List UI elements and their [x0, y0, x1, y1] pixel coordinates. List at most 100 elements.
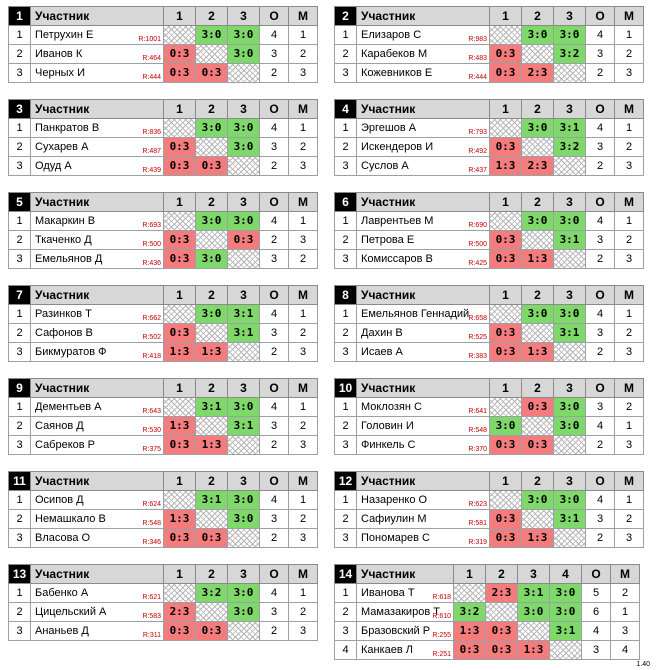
- self-cell: [195, 230, 228, 250]
- player-points: 2: [259, 156, 289, 176]
- player-name: Сафиулин М: [361, 513, 427, 525]
- match-score: 0:3: [163, 621, 196, 641]
- group-header-row: 14 Участник 1 2 3 4 О М: [334, 564, 640, 584]
- player-name: Бразовский Р: [361, 625, 431, 637]
- match-score: 3:0: [521, 118, 554, 138]
- player-rating: R:444: [468, 74, 487, 81]
- player-position: 3: [334, 342, 357, 362]
- player-place: 2: [614, 44, 644, 64]
- group-header-row: 11 Участник 1 2 3 О М: [8, 471, 318, 491]
- self-cell: [163, 490, 196, 510]
- player-name: Искендеров И: [361, 141, 434, 153]
- player-row: 2 Петрова Е R:500 0:3 3:1 3 2: [334, 230, 644, 250]
- player-points: 4: [259, 211, 289, 231]
- match-score: 3:0: [517, 602, 550, 622]
- player-place: 1: [614, 211, 644, 231]
- player-name: Бикмуратов Ф: [35, 346, 107, 358]
- player-place: 3: [610, 621, 640, 641]
- place-header: М: [288, 285, 318, 305]
- player-name-cell: Дахин В R:525: [356, 323, 490, 343]
- player-place: 2: [614, 323, 644, 343]
- player-points: 3: [259, 602, 289, 622]
- player-place: 2: [610, 583, 640, 603]
- player-position: 1: [8, 583, 31, 603]
- player-rating: R:500: [142, 241, 161, 248]
- player-name-cell: Черных И R:444: [30, 63, 164, 83]
- player-points: 4: [259, 490, 289, 510]
- player-position: 2: [334, 44, 357, 64]
- player-rating: R:641: [468, 408, 487, 415]
- player-name: Исаев А: [361, 346, 403, 358]
- player-points: 3: [585, 44, 615, 64]
- opponent-column-header: 2: [521, 192, 554, 212]
- opponent-column-header: 3: [553, 471, 586, 491]
- match-score: 3:1: [227, 323, 260, 343]
- match-score: 0:3: [489, 63, 522, 83]
- match-score: 0:3: [163, 528, 196, 548]
- player-position: 1: [8, 304, 31, 324]
- player-rating: R:548: [468, 427, 487, 434]
- player-points: 3: [259, 249, 289, 269]
- player-row: 3 Кожевников Е R:444 0:3 2:3 2 3: [334, 63, 644, 83]
- self-cell: [227, 156, 260, 176]
- player-row: 3 Финкель С R:370 0:3 0:3 2 3: [334, 435, 644, 455]
- participant-header: Участник: [356, 6, 490, 26]
- player-position: 3: [8, 528, 31, 548]
- points-header: О: [259, 285, 289, 305]
- player-name: Панкратов В: [35, 122, 100, 134]
- player-name-cell: Суслов А R:437: [356, 156, 490, 176]
- group-number: 2: [334, 6, 357, 26]
- opponent-column-header: 1: [489, 192, 522, 212]
- match-score: 3:0: [553, 490, 586, 510]
- opponent-column-header: 1: [163, 564, 196, 584]
- opponent-column-header: 3: [227, 6, 260, 26]
- player-position: 3: [8, 156, 31, 176]
- player-place: 1: [288, 583, 318, 603]
- opponent-column-header: 1: [163, 285, 196, 305]
- opponent-column-header: 2: [195, 192, 228, 212]
- group-header-row: 9 Участник 1 2 3 О М: [8, 378, 318, 398]
- player-points: 4: [585, 25, 615, 45]
- player-name-cell: Цицельский А R:583: [30, 602, 164, 622]
- participant-header: Участник: [356, 99, 490, 119]
- player-points: 3: [259, 137, 289, 157]
- player-points: 2: [259, 63, 289, 83]
- participant-header: Участник: [30, 192, 164, 212]
- player-name: Осипов Д: [35, 494, 84, 506]
- player-name-cell: Емельянов Д R:436: [30, 249, 164, 269]
- points-header: О: [259, 378, 289, 398]
- player-points: 3: [259, 44, 289, 64]
- opponent-column-header: 2: [195, 285, 228, 305]
- participant-header: Участник: [356, 192, 490, 212]
- opponent-column-header: 3: [227, 471, 260, 491]
- player-row: 1 Емельянов Геннадий R:658 3:0 3:0 4 1: [334, 304, 644, 324]
- player-row: 3 Сабреков Р R:375 0:3 1:3 2 3: [8, 435, 318, 455]
- points-header: О: [585, 6, 615, 26]
- player-rating: R:311: [142, 632, 161, 639]
- match-score: 3:0: [227, 118, 260, 138]
- player-position: 3: [8, 621, 31, 641]
- player-row: 2 Немашкало В R:548 1:3 3:0 3 2: [8, 509, 318, 529]
- player-points: 2: [585, 342, 615, 362]
- player-rating: R:548: [142, 520, 161, 527]
- group-number: 4: [334, 99, 357, 119]
- player-place: 2: [614, 230, 644, 250]
- match-score: 3:0: [489, 416, 522, 436]
- self-cell: [521, 137, 554, 157]
- player-place: 1: [288, 397, 318, 417]
- match-score: 3:0: [195, 25, 228, 45]
- match-score: 3:0: [227, 602, 260, 622]
- group-header-row: 6 Участник 1 2 3 О М: [334, 192, 644, 212]
- match-score: 3:1: [549, 621, 582, 641]
- match-score: 0:3: [485, 640, 518, 660]
- player-row: 1 Петрухин Е R:1001 3:0 3:0 4 1: [8, 25, 318, 45]
- player-row: 2 Ткаченко Д R:500 0:3 0:3 2 3: [8, 230, 318, 250]
- player-place: 1: [288, 490, 318, 510]
- player-name: Моклозян С: [361, 401, 422, 413]
- match-score: 2:3: [163, 602, 196, 622]
- player-position: 2: [8, 509, 31, 529]
- match-score: 3:0: [553, 25, 586, 45]
- player-name-cell: Разинков Т R:662: [30, 304, 164, 324]
- player-name: Черных И: [35, 67, 86, 79]
- self-cell: [489, 304, 522, 324]
